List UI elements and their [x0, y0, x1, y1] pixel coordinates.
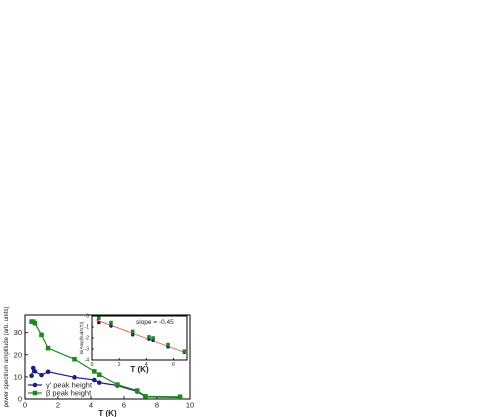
inset-y-axis-label: ln(Ampl/ludA(T)) [79, 321, 84, 354]
inset-data-point-beta [182, 349, 187, 353]
main-data-point-beta [143, 394, 148, 399]
main-data-point-beta [32, 320, 38, 326]
main-data-point-gamma [32, 369, 38, 374]
inset-data-point-beta [96, 316, 101, 320]
inset-data-point-beta [109, 320, 113, 325]
main-y-tick-label: 0 [18, 395, 22, 404]
inset-data-point-beta [147, 335, 151, 339]
inset-y-tick-label: -1 [85, 325, 90, 331]
main-y-tick-label: 20 [14, 350, 22, 359]
inset-data-point-gamma [109, 324, 113, 328]
inset-data-point-beta [130, 329, 135, 334]
inset-chart: 0 2 4 6 0 -1 -2 -3 -4 T (K) ln(Ampl/ludA(T)) slope … [79, 314, 188, 374]
inset-data-point-gamma [96, 320, 101, 325]
main-x-tick-label: 2 [56, 401, 60, 410]
main-x-tick-label: 8 [155, 401, 159, 410]
inset-y-tick-label: -2 [85, 336, 90, 342]
inset-y-tick-label: 0 [86, 314, 89, 320]
main-x-tick-label: 0 [23, 401, 27, 410]
main-data-point-beta [96, 372, 102, 377]
inset-x-axis-label: T (K) [130, 365, 149, 374]
inset-x-tick-label: 6 [172, 362, 175, 368]
main-data-point-beta [115, 382, 120, 387]
legend-label-beta: β peak height [46, 389, 92, 398]
main-x-tick-label: 4 [89, 401, 93, 410]
main-data-point-beta [134, 388, 140, 393]
legend-marker-gamma [32, 382, 38, 388]
main-x-axis-label: T (K) [98, 409, 117, 417]
main-data-point-gamma [92, 377, 97, 383]
main-y-tick-label: 10 [14, 372, 22, 381]
inset-x-tick-label: 2 [118, 362, 121, 368]
main-data-point-beta [177, 394, 183, 400]
main-x-tick-label: 6 [122, 401, 126, 410]
main-data-point-gamma [96, 380, 102, 385]
main-data-point-gamma [39, 372, 44, 378]
inset-data-point-beta [166, 342, 170, 347]
inset-y-tick-label: -4 [85, 358, 90, 364]
main-y-tick-label: 30 [14, 328, 22, 337]
inset-data-point-gamma [130, 332, 135, 337]
legend-marker-beta [32, 390, 38, 396]
main-data-point-beta [72, 356, 77, 362]
inset-x-tick-label: 4 [145, 362, 148, 368]
main-data-point-beta [92, 369, 97, 374]
main-y-axis-label: power spectrum amplitude (arb. units) [4, 307, 10, 408]
inset-plot-frame [91, 315, 188, 361]
inset-slope-annotation: slope = -0.45 [136, 319, 174, 326]
main-x-tick-label: 10 [186, 401, 194, 410]
inset-data-point-beta [151, 336, 155, 340]
main-data-point-beta [45, 345, 51, 351]
main-data-point-gamma [45, 369, 51, 375]
main-data-point-gamma [29, 373, 34, 379]
inset-x-tick-label: 0 [91, 362, 94, 368]
main-data-point-gamma [72, 375, 77, 380]
legend-label-gamma: γ' peak height [46, 381, 93, 390]
main-data-point-beta [39, 332, 44, 338]
inset-y-tick-label: -3 [85, 347, 90, 353]
